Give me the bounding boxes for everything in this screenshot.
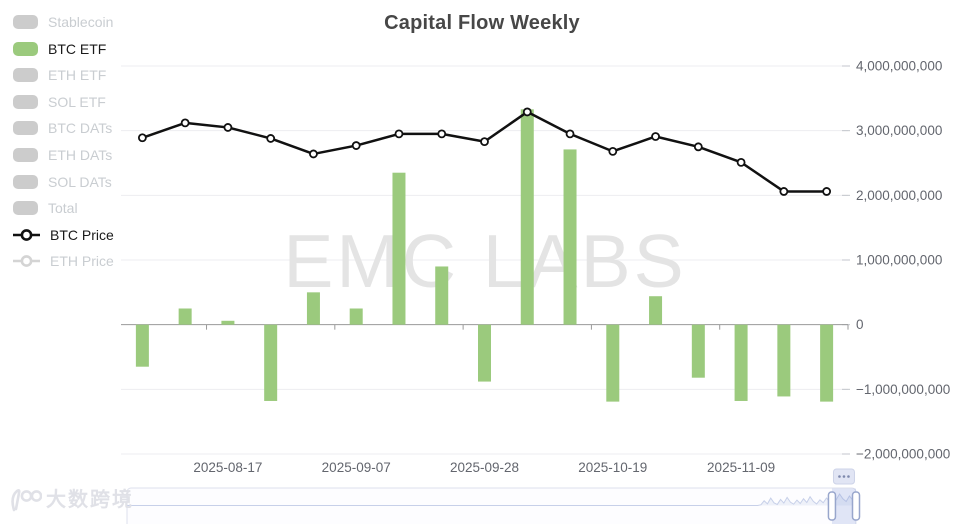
bar-2025-08-03[interactable] bbox=[135, 324, 149, 367]
legend-item-eth-etf[interactable]: ETH ETF bbox=[13, 67, 114, 84]
btc-price-point-2025-09-21[interactable] bbox=[437, 129, 447, 139]
btc-price-point-2025-08-10[interactable] bbox=[180, 118, 190, 128]
y-axis-label: 4,000,000,000 bbox=[856, 59, 942, 74]
datazoom-left-handle[interactable] bbox=[827, 491, 837, 521]
bar-2025-11-09[interactable] bbox=[734, 324, 748, 401]
y-axis-label: −2,000,000,000 bbox=[856, 447, 950, 462]
legend-item-total-swatch bbox=[13, 201, 38, 216]
y-axis-label: 0 bbox=[856, 317, 864, 332]
legend-item-eth-etf-swatch bbox=[13, 68, 38, 83]
datazoom-shadow-area bbox=[127, 492, 856, 506]
legend-item-btc-dats[interactable]: BTC DATs bbox=[13, 120, 114, 137]
bar-2025-08-24[interactable] bbox=[264, 324, 278, 401]
y-axis-label: −1,000,000,000 bbox=[856, 382, 950, 397]
legend-item-btc-dats-label: BTC DATs bbox=[48, 120, 113, 137]
emc-labs-watermark: EMC LABS bbox=[283, 219, 686, 303]
bar-2025-08-17[interactable] bbox=[221, 320, 235, 325]
legend-item-btc-etf-swatch bbox=[13, 41, 38, 56]
y-axis-label: 2,000,000,000 bbox=[856, 188, 942, 203]
legend-item-sol-etf-swatch bbox=[13, 94, 38, 109]
legend-item-eth-dats-label: ETH DATs bbox=[48, 146, 113, 163]
btc-price-point-2025-10-26[interactable] bbox=[651, 132, 660, 141]
x-axis-label: 2025-09-28 bbox=[450, 460, 519, 475]
legend-item-eth-dats-swatch bbox=[13, 147, 38, 162]
x-axis-label: 2025-09-07 bbox=[322, 460, 391, 475]
datazoom-shadow-line bbox=[127, 492, 857, 506]
btc-price-point-2025-11-16[interactable] bbox=[779, 187, 789, 196]
grip-dot-icon bbox=[847, 475, 850, 478]
legend-item-sol-dats[interactable]: SOL DATs bbox=[13, 173, 114, 190]
btc-price-point-2025-09-07[interactable] bbox=[351, 141, 361, 150]
legend-item-btc-dats-swatch bbox=[13, 121, 38, 136]
y-axis-label: 3,000,000,000 bbox=[856, 123, 942, 138]
y-axis-label: 1,000,000,000 bbox=[856, 253, 942, 268]
bar-2025-08-31[interactable] bbox=[306, 292, 320, 325]
btc-price-point-2025-08-03[interactable] bbox=[137, 133, 147, 143]
x-axis-label: 2025-11-09 bbox=[707, 460, 775, 475]
legend-item-btc-price-label: BTC Price bbox=[50, 226, 114, 243]
legend-item-total[interactable]: Total bbox=[13, 200, 114, 217]
btc-price-point-2025-10-05[interactable] bbox=[522, 107, 532, 117]
btc-price-point-2025-08-17[interactable] bbox=[223, 123, 233, 132]
grip-dot-icon bbox=[838, 475, 841, 478]
bar-2025-10-19[interactable] bbox=[606, 324, 620, 402]
bar-2025-09-14[interactable] bbox=[392, 172, 406, 325]
btc-price-point-2025-09-28[interactable] bbox=[480, 137, 489, 147]
brand-watermark: 大数跨境 bbox=[8, 487, 134, 513]
datazoom-right-handle[interactable] bbox=[851, 491, 861, 521]
btc-price-line-series[interactable] bbox=[137, 107, 832, 196]
btc-price-point-2025-08-31[interactable] bbox=[309, 149, 318, 159]
brand-logo-icon bbox=[11, 489, 42, 512]
btc-price-point-2025-11-02[interactable] bbox=[693, 142, 703, 152]
bar-2025-09-21[interactable] bbox=[435, 266, 449, 325]
bar-2025-11-23[interactable] bbox=[820, 324, 834, 402]
legend-item-btc-price-line-icon bbox=[13, 228, 40, 241]
legend-item-eth-etf-label: ETH ETF bbox=[48, 67, 107, 84]
bar-2025-10-05[interactable] bbox=[520, 109, 534, 325]
legend-item-stablecoin[interactable]: Stablecoin bbox=[13, 15, 114, 29]
legend-item-btc-etf-label: BTC ETF bbox=[48, 40, 107, 57]
x-axis-label: 2025-10-19 bbox=[578, 460, 647, 475]
btc-price-point-2025-09-14[interactable] bbox=[394, 129, 404, 139]
btc-price-line bbox=[141, 110, 828, 193]
btc-etf-bar-series bbox=[135, 109, 834, 402]
legend-item-stablecoin-swatch bbox=[13, 15, 38, 29]
bar-2025-11-02[interactable] bbox=[691, 324, 705, 378]
legend-item-sol-dats-label: SOL DATs bbox=[48, 173, 112, 190]
legend-item-stablecoin-label: Stablecoin bbox=[48, 14, 114, 30]
chart-title: Capital Flow Weekly bbox=[384, 12, 580, 34]
legend-item-eth-dats[interactable]: ETH DATs bbox=[13, 146, 114, 163]
bar-2025-11-16[interactable] bbox=[777, 324, 791, 397]
btc-price-point-2025-10-19[interactable] bbox=[608, 146, 618, 156]
bar-2025-08-10[interactable] bbox=[178, 308, 192, 325]
legend-item-eth-price[interactable]: ETH Price bbox=[13, 254, 114, 268]
datazoom-slider[interactable] bbox=[126, 468, 861, 524]
legend-item-sol-etf-label: SOL ETF bbox=[48, 93, 106, 110]
legend-item-total-label: Total bbox=[48, 200, 78, 217]
btc-price-point-2025-08-24[interactable] bbox=[266, 134, 276, 143]
x-axis-label: 2025-08-17 bbox=[193, 460, 262, 475]
btc-price-point-2025-10-12[interactable] bbox=[565, 129, 575, 139]
bar-2025-10-12[interactable] bbox=[563, 149, 577, 325]
grip-dot-icon bbox=[842, 475, 846, 478]
btc-price-point-2025-11-23[interactable] bbox=[822, 187, 832, 196]
bar-2025-09-07[interactable] bbox=[349, 308, 363, 325]
brand-logo-text: 大数跨境 bbox=[46, 489, 134, 511]
legend: Stablecoin BTC ETF ETH ETF SOL ETF BTC DATs E… bbox=[13, 15, 114, 268]
legend-item-eth-price-line-icon bbox=[13, 255, 40, 268]
legend-item-sol-etf[interactable]: SOL ETF bbox=[13, 93, 114, 110]
bar-2025-10-26[interactable] bbox=[649, 296, 663, 325]
bar-2025-09-28[interactable] bbox=[478, 324, 491, 382]
btc-price-point-2025-11-09[interactable] bbox=[736, 157, 746, 167]
legend-item-eth-price-label: ETH Price bbox=[50, 253, 114, 270]
legend-item-btc-etf[interactable]: BTC ETF bbox=[13, 40, 114, 57]
legend-item-btc-price[interactable]: BTC Price bbox=[13, 228, 114, 242]
legend-item-sol-dats-swatch bbox=[13, 174, 38, 189]
